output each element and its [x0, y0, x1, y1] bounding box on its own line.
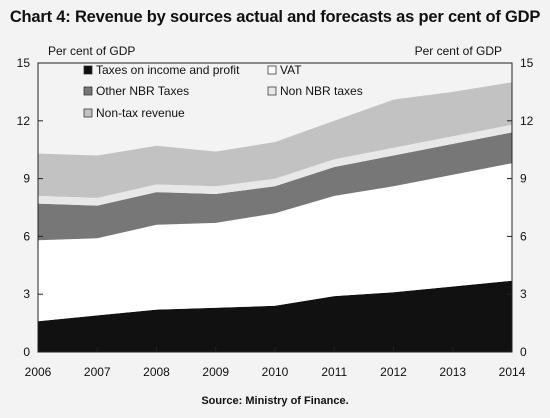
series-area-vat — [38, 163, 512, 322]
x-tick-label: 2012 — [380, 365, 407, 379]
x-tick-label: 2013 — [439, 365, 466, 379]
x-tick-label: 2008 — [143, 365, 170, 379]
chart-legend: Taxes on income and profit VAT Other NBR T… — [83, 63, 363, 120]
y-tick-label-right: 0 — [520, 345, 527, 359]
series-area-other-nbr-taxes — [38, 132, 512, 241]
x-tick-label: 2006 — [25, 365, 52, 379]
series-area-taxes-on-income-and-profit — [38, 280, 512, 352]
legend-label-taxes-on-income-and-profit: Taxes on income and profit — [96, 63, 240, 77]
x-tick-label: 2011 — [321, 365, 347, 379]
series-area-non-nbr-taxes — [38, 124, 512, 206]
y-tick-label-right: 12 — [520, 114, 534, 128]
series-area-non-tax-revenue — [38, 82, 512, 198]
chart-source: Source: Ministry of Finance. — [201, 395, 349, 407]
x-tick-label: 2007 — [84, 365, 111, 379]
y-tick-label-right: 3 — [520, 287, 527, 301]
right-unit-label: Per cent of GDP — [415, 44, 502, 58]
legend-label-vat: VAT — [280, 63, 302, 77]
legend-label-other-nbr-taxes: Other NBR Taxes — [96, 84, 189, 98]
y-tick-label-left: 9 — [23, 172, 30, 186]
x-tick-label: 2009 — [202, 365, 229, 379]
y-tick-label-right: 6 — [520, 229, 527, 243]
x-tick-label: 2010 — [262, 365, 289, 379]
y-tick-label-left: 3 — [23, 287, 30, 301]
x-tick-label: 2014 — [499, 365, 526, 379]
legend-label-non-nbr-taxes: Non NBR taxes — [280, 84, 363, 98]
chart-series-group — [38, 82, 512, 352]
legend-swatch-non-tax-revenue — [83, 108, 93, 118]
legend-swatch-other-nbr-taxes — [83, 86, 93, 96]
x-axis: 2006 2007 2008 2009 2010 2011 2012 2013 2014 — [25, 347, 526, 379]
y-tick-label-left: 6 — [23, 229, 30, 243]
legend-swatch-taxes-on-income-and-profit — [83, 65, 93, 75]
legend-label-non-tax-revenue: Non-tax revenue — [96, 106, 185, 120]
chart-title: Chart 4: Revenue by sources actual and f… — [9, 8, 541, 26]
y-axis-left: 0 3 6 9 12 15 — [17, 56, 43, 359]
y-tick-label-right: 9 — [520, 172, 527, 186]
y-tick-label-left: 12 — [17, 114, 31, 128]
y-axis-right: 0 3 6 9 12 15 — [507, 56, 534, 359]
y-tick-label-left: 15 — [17, 56, 31, 70]
y-tick-label-right: 15 — [520, 56, 534, 70]
y-tick-label-left: 0 — [23, 345, 30, 359]
legend-swatch-non-nbr-taxes — [267, 86, 277, 96]
left-unit-label: Per cent of GDP — [48, 44, 135, 58]
legend-swatch-vat — [267, 65, 277, 75]
